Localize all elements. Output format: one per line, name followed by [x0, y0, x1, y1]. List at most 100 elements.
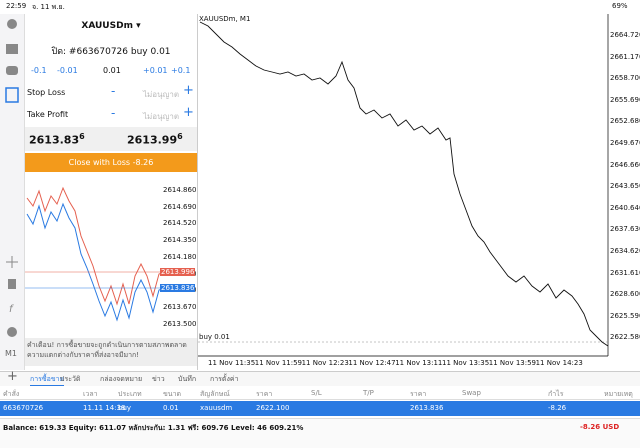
total-profit: -8.26 USD [580, 423, 620, 431]
add-button[interactable]: + [7, 369, 18, 384]
time-tick-label: 11 Nov 13:59 [488, 359, 536, 367]
tab[interactable]: ข่าว [152, 375, 165, 383]
column-header: คำสั่ง [3, 390, 20, 398]
main-chart: XAUUSDm, M1 2664.720 2661.170 2658.700 2655… [198, 14, 640, 371]
account-summary: Balance: 619.33 Equity: 611.07 หลักประกั… [3, 424, 304, 432]
order-panel: XAUUSDm ▾ ปิด: #663670726 buy 0.01 -0.1-… [25, 14, 198, 370]
icon[interactable] [5, 87, 19, 103]
tp-plus[interactable]: + [183, 105, 194, 120]
icon[interactable] [6, 44, 18, 54]
tp-minus[interactable]: - [111, 106, 116, 120]
cell: -8.26 [548, 404, 567, 412]
tab-bar: + การซื้อขาย ประวัติ กล่องจดหมาย ข่าว บันทึก… [0, 369, 640, 386]
table-header: คำสั่ง เวลา ประเภท ขนาด สัญลักษณ์ ราคา S/L T/P ร… [0, 386, 640, 400]
close-button[interactable]: Close with Loss -8.26 [25, 153, 197, 172]
price-tick-label: 2622.580 [610, 333, 640, 342]
mini-tick-label: 2614.350 [163, 236, 197, 245]
bid-main: 2613.83 [29, 133, 80, 147]
chart-plot [198, 14, 609, 357]
battery: 69% [612, 2, 628, 10]
column-header: ขนาด [163, 390, 182, 398]
mini-axis: 2614.860 2614.690 2614.520 2614.350 2614.180… [161, 176, 197, 336]
price-tick-label: 2658.700 [610, 74, 640, 83]
price-tick-label: 2649.670 [610, 139, 640, 147]
symbol[interactable]: XAUUSDm ▾ [81, 21, 141, 31]
date: จ. 11 พ.ย. [32, 3, 65, 11]
time-tick-label: 11 Nov 14:23 [535, 359, 583, 367]
cell: buy [118, 404, 132, 412]
price-axis: 2664.720 2661.170 2658.700 2655.690 2652.680… [609, 14, 640, 356]
sl-value: ไม่อนุญาต [143, 90, 180, 99]
order-line-label: buy 0.01 [199, 333, 230, 341]
column-header: สัญลักษณ์ [200, 390, 230, 398]
ask-line [26, 186, 169, 306]
ask[interactable]: 2613.996 [127, 132, 183, 147]
table-row[interactable]: 663670726 11.11 14:38 buy 0.01 xauusdm 2622.1… [0, 401, 640, 416]
price-tick-label: 2631.610 [610, 268, 640, 277]
tab[interactable]: ประวัติ [60, 375, 81, 383]
tab[interactable]: บันทึก [178, 375, 197, 383]
tabs: การซื้อขาย ประวัติ กล่องจดหมาย ข่าว บันทึก กา… [30, 374, 590, 386]
time-tick-label: 11 Nov 12:47 [348, 359, 396, 367]
cell: 0.01 [163, 404, 179, 412]
mini-tick-label: 2613.500 [163, 319, 197, 328]
volume-step[interactable]: +0.01 [143, 66, 168, 75]
toolbar: f M1 [0, 14, 25, 370]
icon[interactable] [7, 19, 17, 29]
volume-step: 0.01 [103, 66, 121, 75]
icon[interactable] [8, 279, 16, 289]
bid-sup: 6 [79, 132, 85, 141]
mini-tick-label: 2614.520 [163, 219, 197, 228]
price-tick-label: 2646.660 [610, 160, 640, 169]
icon[interactable] [7, 327, 17, 337]
time-tick-label: 11 Nov 13:11 [395, 359, 443, 367]
timeframe[interactable]: M1 [5, 349, 17, 358]
volume-step[interactable]: -0.1 [31, 66, 47, 75]
time-tick-label: 11 Nov 12:23 [301, 359, 349, 367]
column-header: ราคา [256, 390, 273, 398]
cell: 11.11 14:38 [83, 404, 126, 412]
ask-main: 2613.99 [127, 133, 178, 147]
sl-minus[interactable]: - [111, 84, 116, 98]
column-header: Swap [462, 389, 481, 397]
mini-chart [25, 186, 169, 322]
footer: Balance: 619.33 Equity: 611.07 หลักประกั… [0, 418, 640, 448]
price-box: 2613.836 2613.996 [25, 127, 197, 151]
cell: 2622.100 [256, 404, 290, 412]
mini-tick-label: 2613.670 [163, 302, 197, 311]
volume-step[interactable]: +0.1 [171, 66, 191, 75]
order-label: ปิด: #663670726 buy 0.01 [51, 47, 171, 57]
tp-label: Take Profit [27, 110, 69, 119]
price-line [199, 21, 609, 347]
icon[interactable]: f [9, 304, 14, 315]
column-header: S/L [311, 389, 322, 397]
tab[interactable]: การตั้งค่า [210, 375, 239, 383]
sl-label: Stop Loss [27, 88, 66, 97]
time-tick-label: 11 Nov 11:35 [208, 359, 256, 367]
mini-tick-label: 2614.860 [163, 186, 197, 194]
cell: 663670726 [3, 404, 44, 412]
tab[interactable]: การซื้อขาย [30, 374, 64, 386]
mini-tick-label: 2614.690 [163, 202, 197, 211]
price-tick-label: 2652.680 [610, 117, 640, 126]
time-tick-label: 11 Nov 11:59 [254, 359, 302, 367]
chart-title: XAUUSDm, M1 [199, 15, 251, 23]
tab[interactable]: กล่องจดหมาย [100, 375, 143, 383]
column-header: กำไร [548, 390, 564, 398]
toolbar-icons: f [5, 19, 19, 337]
bid[interactable]: 2613.836 [29, 132, 85, 147]
price-tick-label: 2640.640 [610, 203, 640, 212]
column-header: ประเภท [118, 390, 142, 398]
volume-steps: -0.1 -0.01 0.01 +0.01 +0.1 [25, 66, 197, 80]
time-axis: 11 Nov 11:35 11 Nov 11:59 11 Nov 12:23 11 N… [198, 357, 608, 369]
volume-step[interactable]: -0.01 [57, 66, 78, 75]
price-tick-label: 2664.720 [610, 31, 640, 39]
icon[interactable] [6, 66, 18, 75]
price-tick-label: 2661.170 [610, 52, 640, 61]
price-tick-label: 2655.690 [610, 95, 640, 104]
cell: 2613.836 [410, 404, 444, 412]
price-tick-label: 2628.600 [610, 290, 640, 299]
bid-line [26, 202, 169, 322]
sl-plus[interactable]: + [183, 83, 194, 98]
